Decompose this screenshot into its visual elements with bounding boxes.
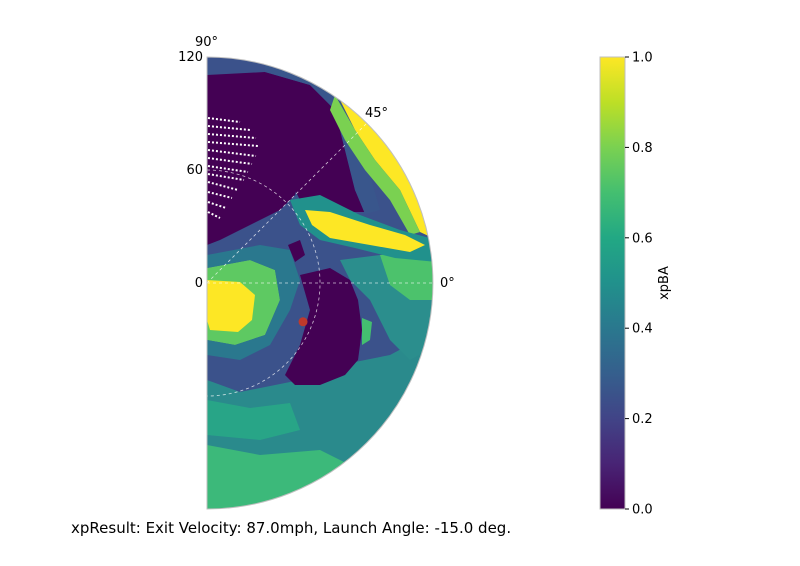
contour-region-arm-yellow [305,210,425,252]
colorbar-tick-label: 0.2 [632,412,653,427]
polar-grid [206,122,433,397]
angle-tick-0: 0° [440,276,455,291]
contour-region-upper-green [330,95,420,235]
colorbar-tick-label: 0.8 [632,141,653,156]
contour-region-center-dark [285,268,362,385]
polar-frame [206,56,434,510]
contour-region-sliver-green [362,318,372,345]
contour-region-lower-green2 [207,400,300,440]
contour-region-left-yellow [207,280,255,332]
radial-tick-0: 0 [195,276,203,291]
colorbar-tick-label: 0.4 [632,322,653,337]
angle-tick-45: 45° [365,106,388,121]
colorbar-gradient [599,56,626,510]
radial-tick-60: 60 [186,163,203,178]
contour-region-upper-yellow [340,100,433,240]
colorbar-tick-label: 0.6 [632,231,653,246]
contour-region-left-teal [207,245,300,360]
colorbar-ticks: 0.0 0.2 0.4 0.6 0.8 1.0 [625,51,653,518]
result-marker [298,317,308,327]
scatter-artifact [207,117,259,219]
angle-tick-90: 90° [195,35,218,50]
colorbar: 0.0 0.2 0.4 0.6 0.8 1.0 xpBA [599,51,672,518]
colorbar-tick-label: 0.0 [632,503,653,518]
colorbar-label: xpBA [657,266,672,300]
contour-region-small-dark [288,240,305,262]
result-caption: xpResult: Exit Velocity: 87.0mph, Launch… [71,519,512,537]
colorbar-tick-label: 1.0 [632,51,653,66]
contour-region-right-green [380,250,433,300]
radial-tick-120: 120 [178,50,203,65]
